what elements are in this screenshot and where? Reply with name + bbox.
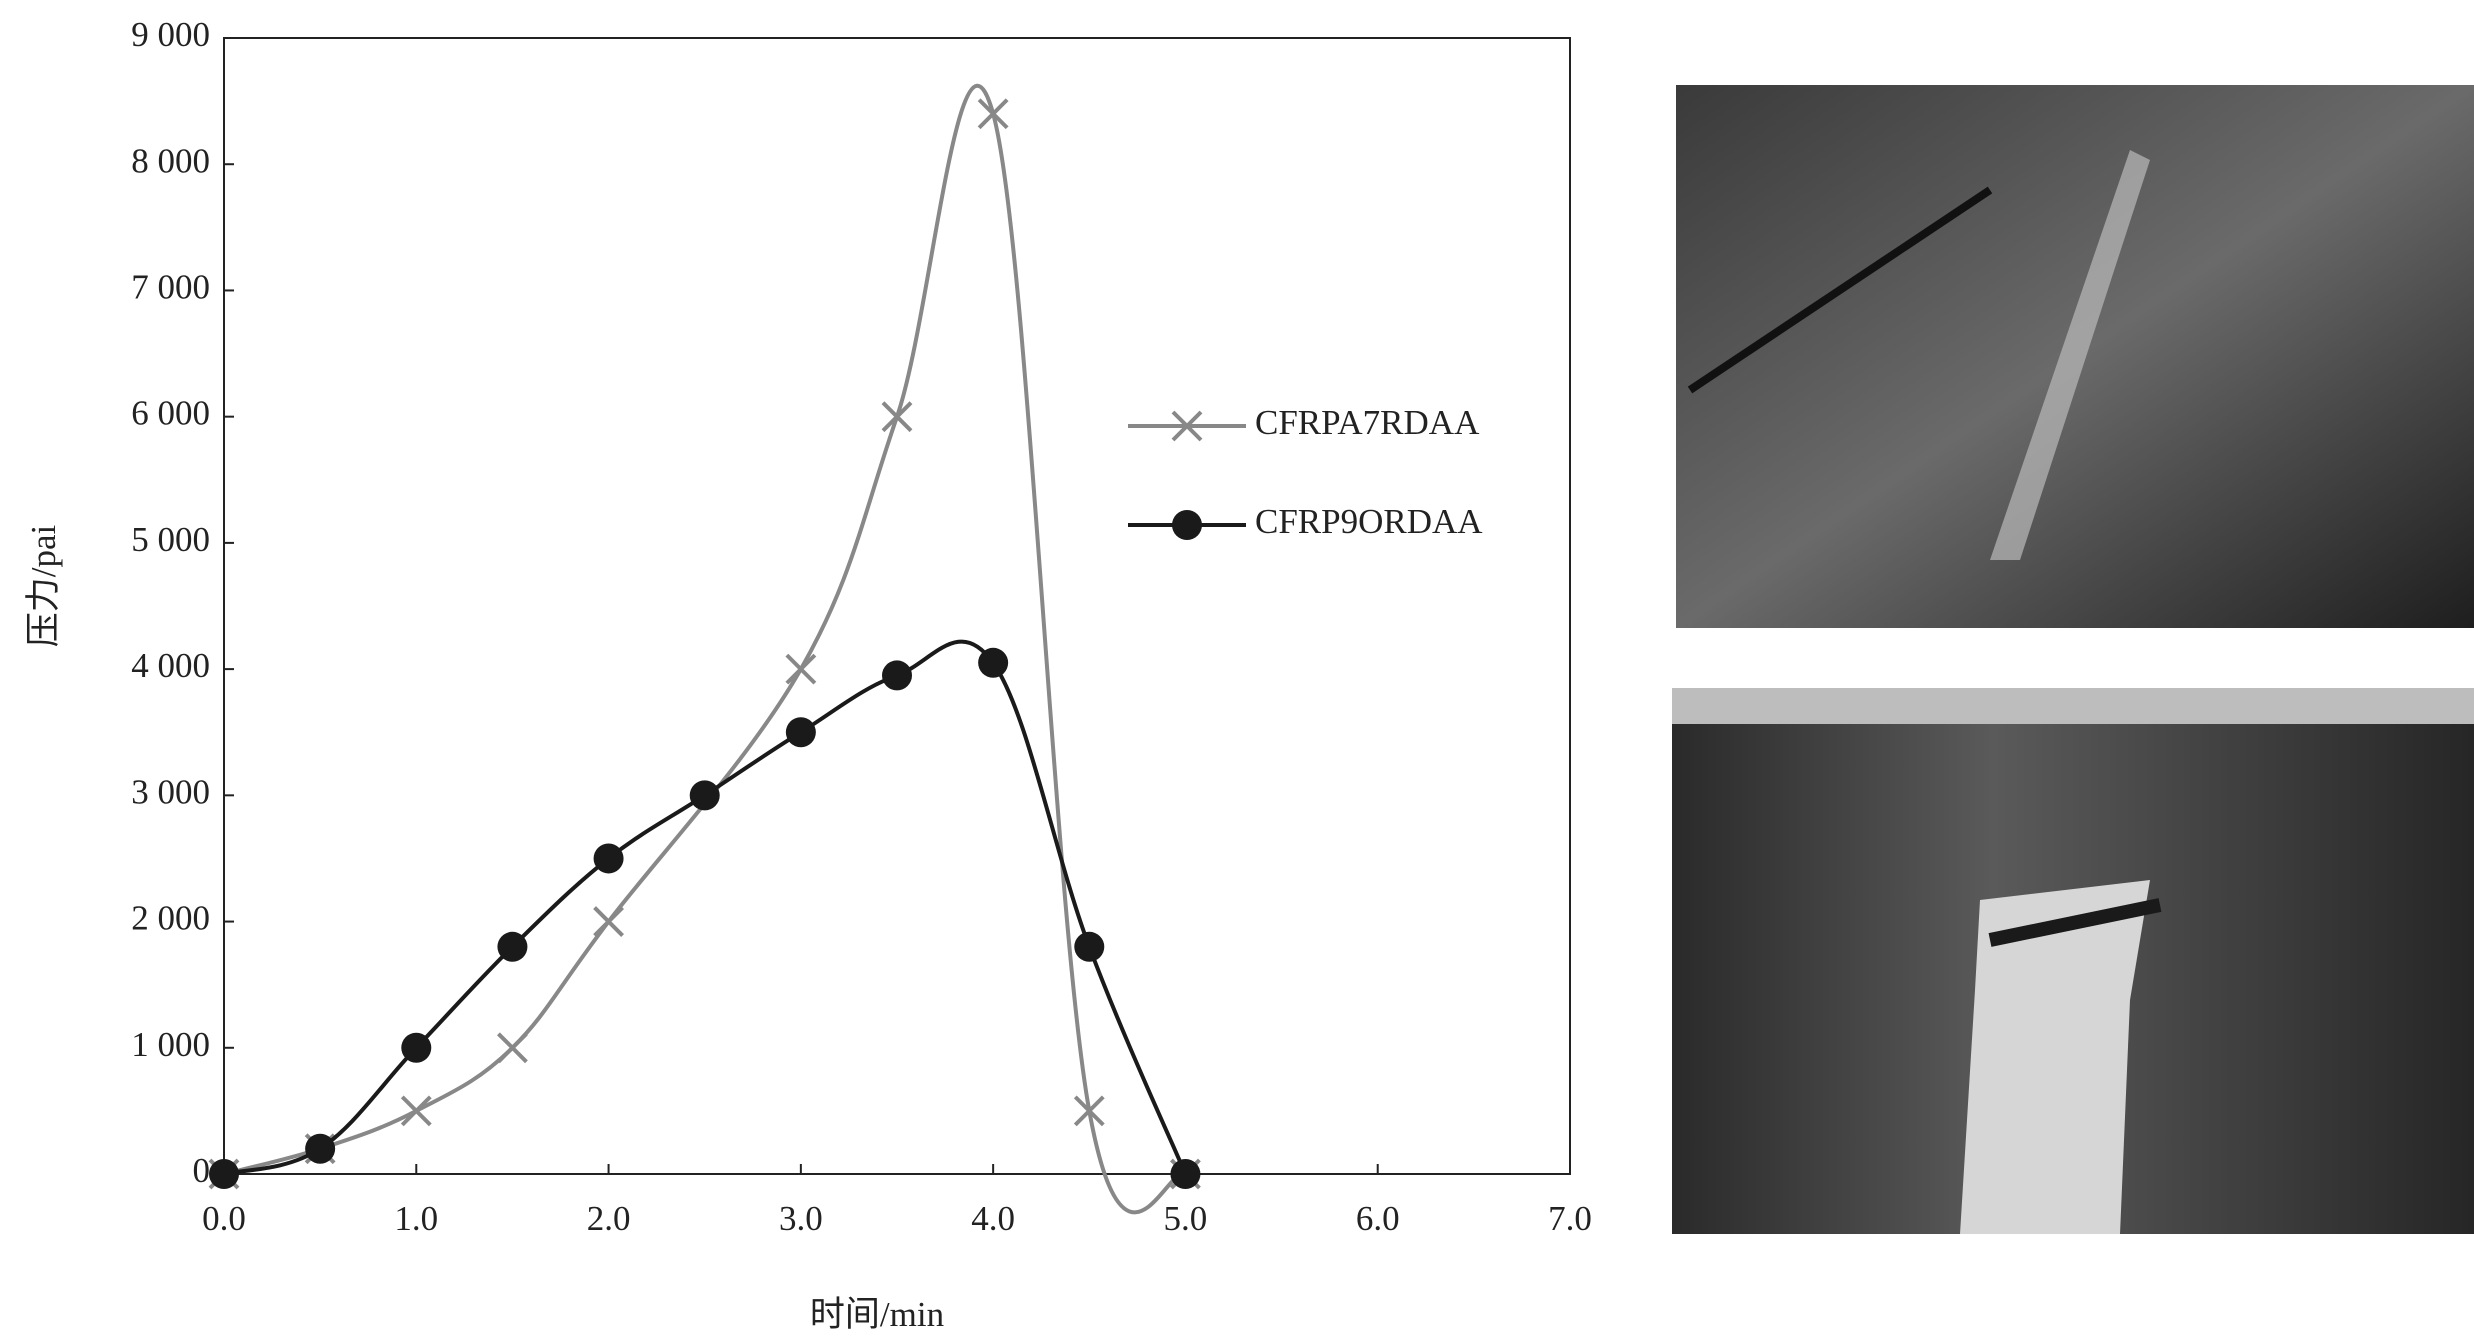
marker-circle (1172, 510, 1202, 540)
x-tick-label: 7.0 (1548, 1199, 1592, 1238)
marker-x (402, 1097, 430, 1125)
y-tick-label: 7 000 (131, 267, 210, 306)
marker-circle (401, 1033, 431, 1063)
marker-circle (978, 648, 1008, 678)
y-tick-label: 3 000 (131, 772, 210, 811)
y-tick-label: 8 000 (131, 141, 210, 180)
marker-circle (497, 932, 527, 962)
x-tick-label: 5.0 (1164, 1199, 1208, 1238)
marker-x (787, 655, 815, 683)
y-tick-label: 0 (193, 1151, 211, 1190)
marker-circle (594, 843, 624, 873)
marker-circle (1170, 1159, 1200, 1189)
marker-circle (690, 780, 720, 810)
x-axis-label: 时间/min (810, 1295, 944, 1334)
marker-x (883, 403, 911, 431)
figure: 0 1 000 2 000 3 000 4 000 5 000 6 000 7 000 8 00… (0, 0, 2474, 1341)
y-tick-label: 1 000 (131, 1025, 210, 1064)
photo-top (1676, 85, 2474, 628)
marker-circle (1074, 932, 1104, 962)
photo-bottom (1672, 688, 2474, 1234)
plot-frame (224, 38, 1570, 1174)
x-tick-label: 2.0 (587, 1199, 631, 1238)
legend-label: CFRPA7RDAA (1255, 403, 1480, 442)
marker-x (979, 100, 1007, 128)
series (210, 86, 1199, 1213)
x-tick-label: 3.0 (779, 1199, 823, 1238)
marker-x (595, 908, 623, 936)
legend-label: CFRP9ORDAA (1255, 502, 1483, 541)
y-tick-label: 9 000 (131, 15, 210, 54)
x-tick-label: 0.0 (202, 1199, 246, 1238)
marker-circle (305, 1134, 335, 1164)
series-line (224, 86, 1185, 1213)
marker-x (498, 1034, 526, 1062)
series-line (224, 642, 1185, 1174)
x-tick-label: 1.0 (394, 1199, 438, 1238)
y-tick-label: 5 000 (131, 520, 210, 559)
y-axis-label: 压力/pai (24, 524, 63, 647)
x-tick-label: 6.0 (1356, 1199, 1400, 1238)
y-tick-label: 2 000 (131, 899, 210, 938)
marker-circle (882, 660, 912, 690)
y-tick-label: 6 000 (131, 394, 210, 433)
marker-circle (209, 1159, 239, 1189)
y-tick-label: 4 000 (131, 646, 210, 685)
x-tick-label: 4.0 (971, 1199, 1015, 1238)
marker-circle (786, 717, 816, 747)
